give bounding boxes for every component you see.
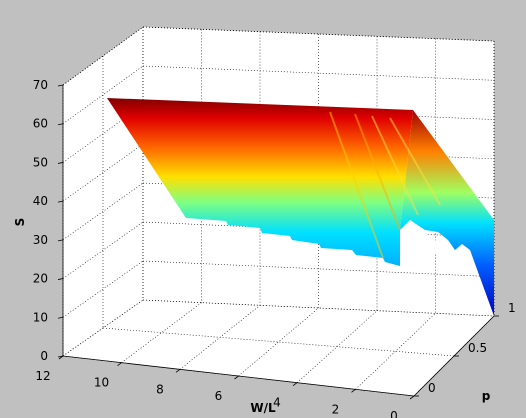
surface-front-face (107, 98, 413, 266)
surface-side-face (400, 110, 494, 316)
z-tick-label: 40 (33, 194, 48, 208)
z-tick-mark (57, 123, 64, 126)
z-tick-mark (57, 84, 64, 87)
x-tick-label: 10 (94, 376, 109, 390)
x-tick-mark (58, 355, 64, 360)
z-tick-label: 10 (33, 310, 48, 324)
z-tick-label: 50 (33, 155, 48, 169)
z-tick-label: 30 (33, 233, 48, 247)
floor (63, 300, 494, 396)
x-axis-ticks: 12 10 8 6 4 2 0 (35, 355, 415, 418)
z-axis-ticks: 0 10 20 30 40 50 60 70 (33, 78, 64, 363)
z-tick-label: 0 (40, 349, 48, 363)
y-tick-label: 0.5 (468, 341, 487, 355)
y-tick-label: 0 (428, 381, 436, 395)
x-tick-mark (175, 369, 181, 373)
z-tick-label: 60 (33, 117, 48, 131)
y-tick-label: 1 (508, 301, 516, 315)
x-axis-label: W/L (250, 401, 276, 415)
z-tick-label: 70 (33, 78, 48, 92)
x-tick-mark (351, 389, 356, 393)
z-tick-mark (57, 278, 64, 280)
x-tick-label: 2 (332, 402, 340, 416)
z-tick-label: 20 (33, 272, 48, 286)
z-tick-mark (57, 162, 64, 164)
x-tick-mark (292, 382, 298, 386)
x-tick-mark (117, 362, 122, 366)
x-tick-label: 4 (273, 396, 281, 410)
z-tick-mark (57, 239, 64, 242)
surface-notch (400, 222, 448, 266)
surface-ridges (329, 111, 441, 259)
x-tick-label: 12 (35, 369, 50, 383)
x-tick-mark (234, 375, 239, 380)
z-tick-mark (57, 200, 64, 203)
x-tick-label: 0 (390, 409, 398, 418)
x-tick-label: 6 (215, 389, 223, 403)
surface (107, 98, 494, 316)
z-tick-mark (57, 316, 64, 319)
x-tick-label: 8 (156, 382, 164, 396)
y-axis-ticks: 00.51 (414, 301, 516, 397)
x-tick-mark (409, 395, 415, 400)
z-axis-label: S (13, 218, 27, 227)
y-axis-label: p (482, 389, 491, 403)
